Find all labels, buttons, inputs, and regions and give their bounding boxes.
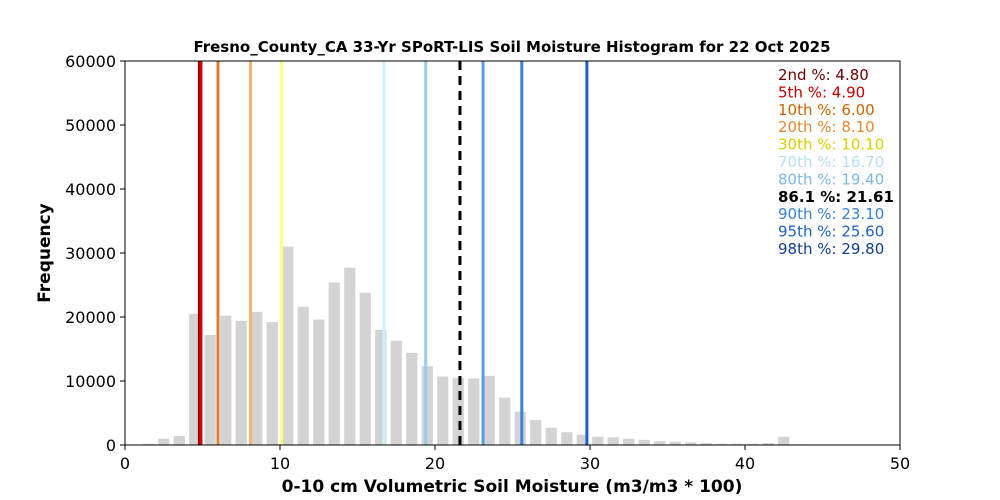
percentile-label: 5th %: 4.90 (778, 83, 865, 101)
percentile-label: 90th %: 23.10 (778, 205, 884, 223)
histogram-bar (623, 438, 635, 445)
y-tick-label: 10000 (65, 372, 116, 391)
histogram-bar (685, 442, 697, 445)
x-tick-label: 40 (735, 454, 755, 473)
percentile-label: 2nd %: 4.80 (778, 66, 869, 84)
histogram-bar (545, 427, 557, 445)
histogram-bar (406, 352, 418, 445)
axes: 0 10 20 30 40 50 0 10000 20000 30000 40000 50000 600… (65, 52, 910, 473)
x-tick-label: 0 (120, 454, 130, 473)
current-value-label: 86.1 %: 21.61 (778, 188, 894, 206)
histogram-bar (731, 443, 743, 445)
histogram-bar (669, 441, 681, 445)
chart-title: Fresno_County_CA 33-Yr SPoRT-LIS Soil Mo… (193, 38, 830, 56)
histogram-bar (700, 443, 712, 445)
histogram-bar (173, 436, 185, 445)
x-tick-label: 20 (425, 454, 445, 473)
histogram-bar (747, 443, 759, 445)
histogram-bar (499, 397, 511, 445)
histogram-bar (452, 377, 464, 445)
histogram-bar (638, 439, 650, 445)
y-tick-label: 0 (106, 436, 116, 455)
histogram-bar (235, 320, 247, 445)
histogram-bar (251, 311, 263, 445)
histogram-bar (561, 432, 573, 445)
histogram-bar (313, 319, 325, 445)
histogram-bar (530, 420, 542, 445)
histogram-bar (576, 434, 588, 445)
y-tick-label: 20000 (65, 308, 116, 327)
y-tick-label: 30000 (65, 244, 116, 263)
histogram-bar (437, 376, 449, 445)
histogram-bar (778, 436, 790, 445)
histogram-bar (421, 366, 433, 445)
histogram-bar (344, 267, 356, 445)
y-tick-label: 50000 (65, 116, 116, 135)
histogram-bar (390, 340, 402, 445)
histogram-bar (204, 334, 216, 445)
histogram-bar (375, 329, 387, 445)
percentile-lines (197, 61, 589, 445)
histogram-bars (142, 246, 805, 445)
x-tick-label: 30 (580, 454, 600, 473)
histogram-bar (762, 443, 774, 445)
histogram-bar (359, 292, 371, 445)
x-tick-label: 10 (270, 454, 290, 473)
histogram-bar (483, 375, 495, 445)
histogram-bar (468, 378, 480, 445)
histogram-bar (328, 282, 340, 445)
percentile-label: 95th %: 25.60 (778, 223, 884, 241)
histogram-bar (282, 246, 294, 445)
percentile-label: 20th %: 8.10 (778, 118, 875, 136)
histogram-bar (514, 411, 526, 445)
percentile-label: 10th %: 6.00 (778, 101, 875, 119)
percentile-label: 30th %: 10.10 (778, 136, 884, 154)
histogram-bar (297, 306, 309, 445)
histogram-bar (142, 443, 154, 445)
histogram-bar (220, 315, 232, 445)
percentile-label: 80th %: 19.40 (778, 170, 884, 188)
histogram-bar (189, 313, 201, 445)
histogram-bar (158, 438, 170, 445)
percentile-label: 98th %: 29.80 (778, 240, 884, 258)
x-tick-label: 50 (890, 454, 910, 473)
histogram-bar (592, 436, 604, 445)
x-axis-label: 0-10 cm Volumetric Soil Moisture (m3/m3 … (282, 477, 743, 497)
histogram-bar (266, 322, 278, 445)
y-axis-label: Frequency (35, 203, 55, 303)
histogram-bar (716, 443, 728, 445)
percentile-label: 70th %: 16.70 (778, 153, 884, 171)
histogram-bar (654, 441, 666, 445)
y-tick-label: 60000 (65, 52, 116, 71)
histogram-bar (607, 437, 619, 445)
y-tick-label: 40000 (65, 180, 116, 199)
